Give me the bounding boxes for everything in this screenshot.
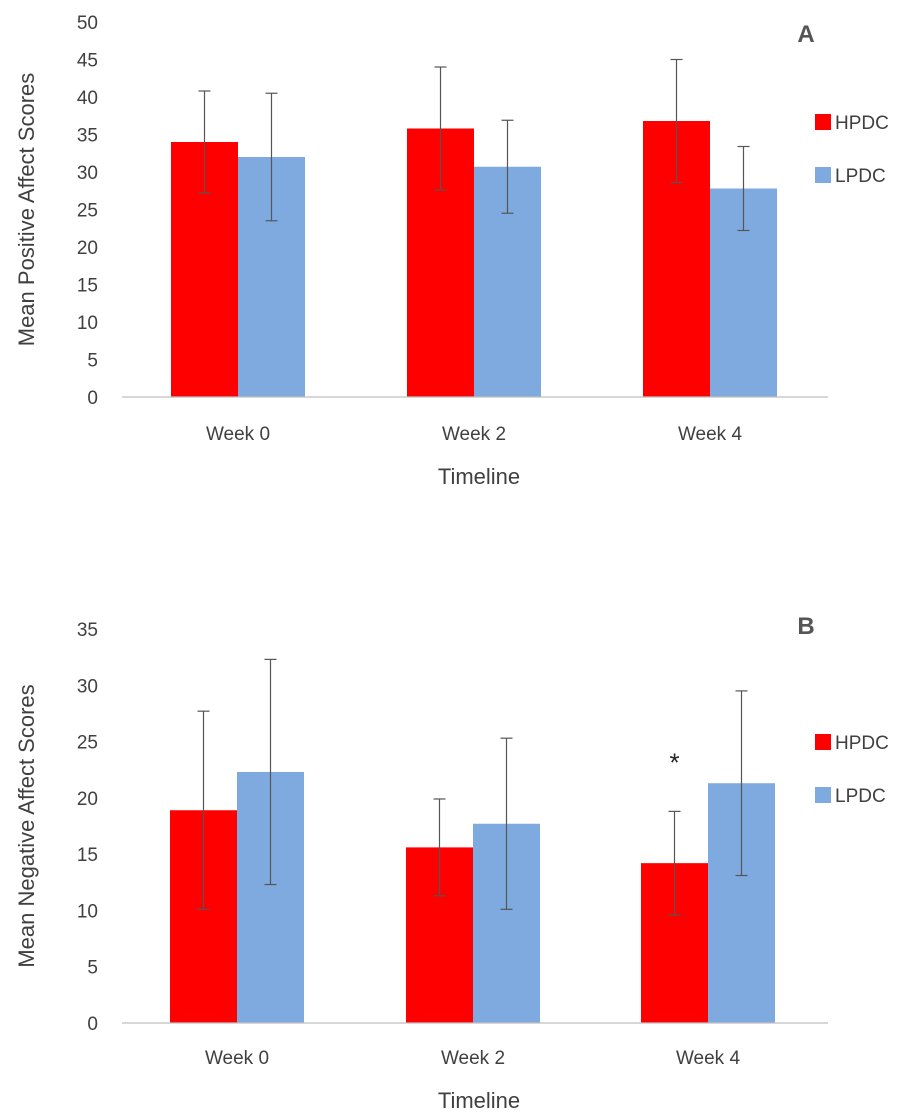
legend-swatch-hpdc — [815, 734, 831, 750]
error-bar — [668, 810, 681, 916]
y-tick-label: 25 — [77, 201, 98, 222]
legend-label-hpdc: HPDC — [835, 733, 889, 754]
x-axis-title: Timeline — [438, 464, 520, 489]
error-bar — [670, 58, 683, 184]
error-bar — [735, 690, 748, 877]
y-tick-label: 10 — [77, 313, 98, 334]
x-tick-label: Week 2 — [441, 1048, 505, 1069]
legend-swatch-hpdc — [815, 114, 831, 130]
y-tick-label: 0 — [87, 388, 98, 409]
x-tick-label: Week 0 — [206, 424, 270, 445]
x-axis-title: Timeline — [438, 1088, 520, 1113]
error-bar — [434, 66, 447, 191]
x-tick-label: Week 2 — [442, 424, 506, 445]
x-tick-label: Week 4 — [676, 1048, 741, 1069]
legend-swatch-lpdc — [815, 787, 831, 803]
error-bar — [433, 798, 446, 897]
x-tick-label: Week 0 — [205, 1048, 269, 1069]
y-tick-label: 45 — [77, 51, 98, 72]
y-tick-label: 15 — [77, 276, 98, 297]
y-tick-label: 35 — [77, 620, 98, 641]
y-tick-label: 5 — [87, 351, 98, 372]
legend-label-lpdc: LPDC — [835, 786, 886, 807]
error-bar — [500, 737, 513, 910]
y-tick-label: 20 — [77, 789, 98, 810]
y-tick-label: 0 — [87, 1014, 98, 1035]
legend-label-hpdc: HPDC — [835, 113, 889, 134]
error-bar — [501, 119, 514, 214]
y-tick-label: 5 — [87, 958, 98, 979]
error-bar — [264, 658, 277, 886]
error-bar — [265, 92, 278, 222]
legend-label-lpdc: LPDC — [835, 166, 886, 187]
chart-panel-b: 0 5 10 15 20 25 30 35 Mean Negative Affect Score… — [14, 613, 889, 1113]
y-tick-label: 50 — [77, 13, 98, 34]
panel-label: B — [797, 613, 814, 640]
y-tick-label: 25 — [77, 733, 98, 754]
panel-label: A — [797, 21, 814, 48]
error-bar — [737, 145, 750, 232]
y-tick-label: 35 — [77, 126, 98, 147]
y-tick-label: 30 — [77, 163, 98, 184]
y-tick-label: 20 — [77, 238, 98, 259]
error-bar — [197, 710, 210, 910]
x-tick-label: Week 4 — [678, 424, 743, 445]
significance-marker: * — [669, 747, 679, 777]
y-tick-label: 40 — [77, 88, 98, 109]
y-axis-title: Mean Negative Affect Scores — [14, 684, 39, 967]
chart-panel-a: 0 5 10 15 20 25 30 35 40 45 50 Mean Positive Affect… — [14, 13, 889, 489]
y-tick-label: 15 — [77, 845, 98, 866]
legend-swatch-lpdc — [815, 167, 831, 183]
error-bar — [198, 90, 211, 194]
y-tick-label: 10 — [77, 901, 98, 922]
y-axis-title: Mean Positive Affect Scores — [14, 73, 39, 347]
y-tick-label: 30 — [77, 676, 98, 697]
